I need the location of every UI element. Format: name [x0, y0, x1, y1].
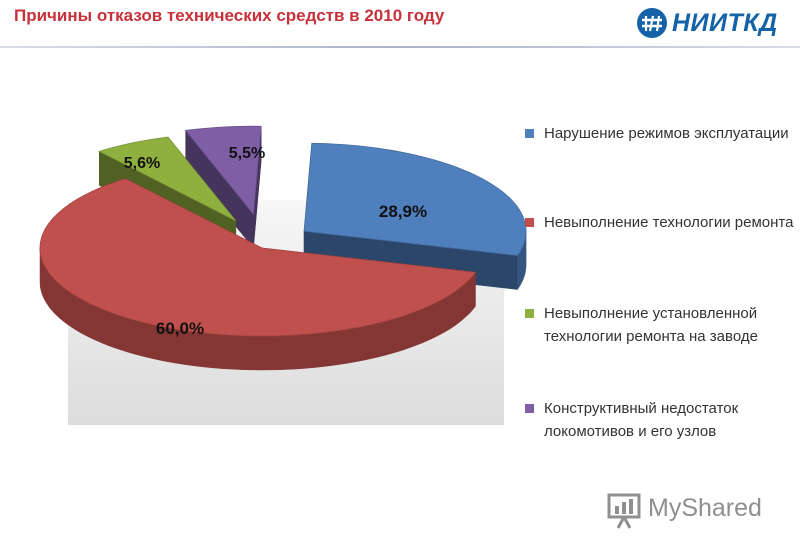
- data-label-design-defect: 5,5%: [229, 145, 265, 162]
- data-label-repair-technology: 60,0%: [156, 319, 204, 338]
- presentation-icon: [607, 493, 641, 529]
- data-label-operation-violation: 28,9%: [379, 202, 427, 221]
- watermark-text: MyShared: [648, 494, 762, 522]
- slide-title: Причины отказов технических средств в 20…: [14, 6, 445, 25]
- legend-swatch: [525, 129, 534, 138]
- legend-label: Нарушение режимов эксплуатации: [544, 125, 789, 142]
- data-label-factory-repair: 5,6%: [124, 155, 160, 172]
- legend-swatch: [525, 309, 534, 318]
- title-divider: [0, 46, 800, 48]
- pie-slice-repair-technology: [39, 178, 477, 371]
- legend-label: Конструктивный недостаток локомотивов и …: [544, 400, 739, 440]
- logo-text: НИИТКД: [672, 9, 778, 37]
- logo-emblem-icon: [637, 8, 667, 38]
- watermark: MyShared: [606, 490, 776, 530]
- legend-label: Невыполнение установленной технологии ре…: [544, 305, 758, 345]
- legend-label: Невыполнение технологии ремонта: [544, 214, 794, 231]
- legend-swatch: [525, 404, 534, 413]
- company-logo: НИИТКД: [636, 6, 788, 40]
- pie-slice-design-defect: [184, 125, 262, 249]
- legend-swatch: [525, 218, 534, 227]
